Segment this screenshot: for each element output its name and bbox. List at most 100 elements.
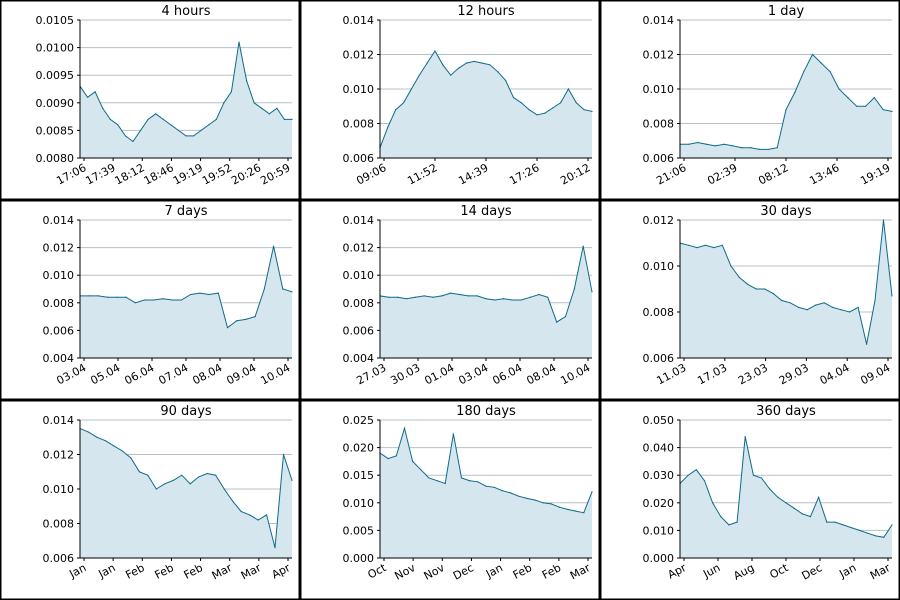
data-point <box>206 472 208 475</box>
data-point <box>550 503 552 505</box>
y-tick-label: 0.004 <box>343 352 375 365</box>
data-point <box>102 107 104 109</box>
data-point <box>794 91 796 94</box>
data-point <box>832 306 834 308</box>
data-point <box>764 288 766 290</box>
data-point <box>829 71 831 73</box>
data-point <box>547 296 549 298</box>
data-point <box>875 535 877 537</box>
y-tick-label: 0.008 <box>343 118 375 131</box>
data-point <box>591 291 593 293</box>
data-point <box>223 488 225 490</box>
data-point <box>444 482 446 485</box>
data-point <box>866 532 869 534</box>
series-area <box>80 246 292 358</box>
data-point <box>781 299 783 302</box>
data-point <box>752 474 754 476</box>
data-point <box>418 74 420 76</box>
data-point <box>798 306 800 308</box>
y-tick-label: 0.012 <box>643 214 675 227</box>
data-point <box>162 118 164 120</box>
y-tick-label: 0.014 <box>43 414 75 427</box>
data-point <box>575 102 577 104</box>
data-point <box>842 524 844 526</box>
series-line <box>379 50 593 148</box>
data-point <box>769 488 771 490</box>
data-point <box>230 91 233 93</box>
data-point <box>823 302 825 304</box>
data-point <box>172 479 174 481</box>
data-point <box>125 296 127 298</box>
data-point <box>789 302 791 304</box>
data-point <box>806 309 808 311</box>
series-area <box>380 428 592 558</box>
data-point <box>217 292 219 294</box>
data-point <box>583 512 585 514</box>
data-point <box>249 514 251 516</box>
y-tick-label: 0.012 <box>343 242 375 255</box>
data-point <box>505 79 507 81</box>
data-point <box>857 306 859 308</box>
data-point <box>457 67 460 69</box>
data-point <box>460 477 463 479</box>
data-point <box>591 491 593 493</box>
y-tick-label: 0.0080 <box>36 152 75 165</box>
y-tick-label: 0.000 <box>343 552 375 565</box>
y-tick-label: 0.008 <box>343 297 375 310</box>
y-tick-label: 0.008 <box>643 118 675 131</box>
data-point <box>147 474 149 476</box>
data-point <box>856 105 858 107</box>
y-tick-label: 0.012 <box>643 49 675 62</box>
y-tick-label: 0.006 <box>43 324 75 337</box>
data-point <box>162 298 164 300</box>
y-tick-label: 0.004 <box>43 352 75 365</box>
y-tick-label: 0.0095 <box>36 69 75 82</box>
data-point <box>428 477 430 479</box>
data-point <box>171 299 173 301</box>
data-point <box>497 71 499 73</box>
data-point <box>556 321 558 323</box>
data-point <box>793 507 795 509</box>
data-point <box>803 71 805 73</box>
y-tick-label: 0.012 <box>343 49 375 62</box>
data-point <box>87 431 90 433</box>
chart-title: 360 days <box>756 404 816 419</box>
data-point <box>559 102 562 104</box>
data-point <box>200 129 202 131</box>
data-point <box>891 524 893 526</box>
data-point <box>688 143 690 145</box>
data-point <box>138 471 140 473</box>
series-area <box>80 42 292 158</box>
data-point <box>134 302 136 304</box>
data-point <box>177 129 180 131</box>
y-tick-label: 0.006 <box>643 352 675 365</box>
data-point <box>512 97 515 99</box>
data-point <box>155 488 157 490</box>
data-point <box>558 506 560 508</box>
data-point <box>575 510 577 512</box>
data-point <box>538 293 540 296</box>
data-point <box>130 457 132 459</box>
data-point <box>501 490 503 492</box>
data-point <box>732 145 734 147</box>
data-point <box>403 427 406 429</box>
data-point <box>181 474 183 476</box>
data-point <box>777 496 779 498</box>
data-point <box>695 469 697 471</box>
y-tick-label: 0.010 <box>343 83 375 96</box>
data-point <box>153 299 155 301</box>
data-point <box>720 516 722 518</box>
data-point <box>402 102 405 104</box>
data-point <box>272 245 275 247</box>
data-point <box>215 474 217 476</box>
data-point <box>776 147 778 149</box>
data-point <box>534 499 536 501</box>
y-tick-label: 0.0085 <box>36 124 75 137</box>
y-tick-label: 0.0090 <box>36 97 75 110</box>
series-area <box>380 246 592 358</box>
data-point <box>450 74 452 76</box>
data-point <box>232 500 234 502</box>
chart-panel-3: 7 days0.0040.0060.0080.0100.0120.01403.0… <box>0 200 300 400</box>
